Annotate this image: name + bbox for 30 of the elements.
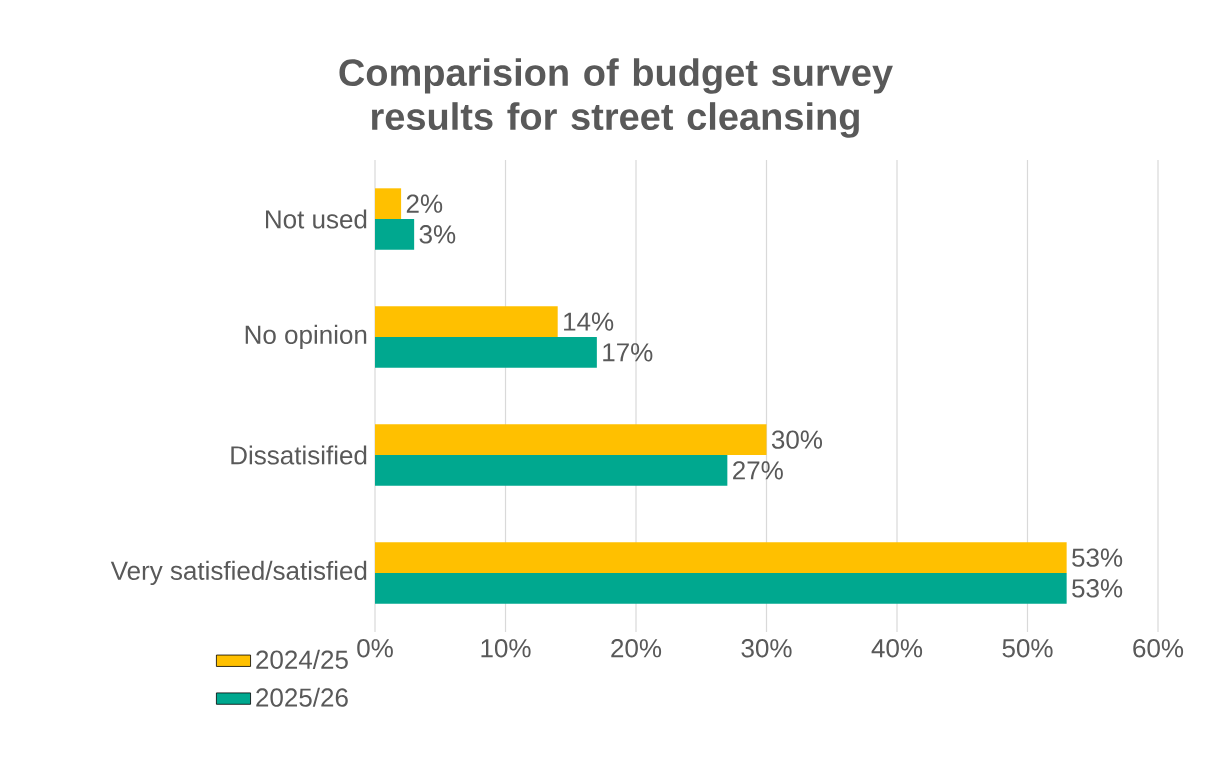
data-label: 53% [1072,548,1123,567]
x-tick-label: 20% [611,639,662,658]
data-label: 17% [603,343,653,362]
y-tick-label: Not used [266,209,367,229]
bar [375,218,415,250]
x-tick-label: 10% [481,639,531,658]
chart-title: Comparision of budget survey results for street cleansing [339,58,893,138]
data-label: 30% [771,430,823,449]
x-tick-label: 0% [357,639,393,658]
bar [375,454,728,486]
bar [375,572,1067,604]
bar [375,424,767,455]
y-tick-label: Very satisfied/satisfied [110,560,367,586]
x-tick-label: 30% [741,639,792,658]
bar [375,306,558,337]
x-tick-label: 60% [1133,639,1184,658]
data-label: 3% [419,225,456,244]
legend-label: 2025/26 [256,687,348,707]
bar [375,336,597,368]
bar [375,188,402,219]
data-label: 53% [1072,579,1123,598]
bar [375,542,1067,573]
x-tick-label: 40% [871,639,923,658]
data-label: 27% [733,461,783,480]
legend-label: 2024/25 [256,649,348,669]
y-tick-label: No opinion [245,324,367,350]
data-label: 14% [564,312,614,331]
x-tick-label: 50% [1002,639,1053,658]
y-tick-label: Dissatisified [231,445,367,465]
data-label: 2% [406,194,443,213]
